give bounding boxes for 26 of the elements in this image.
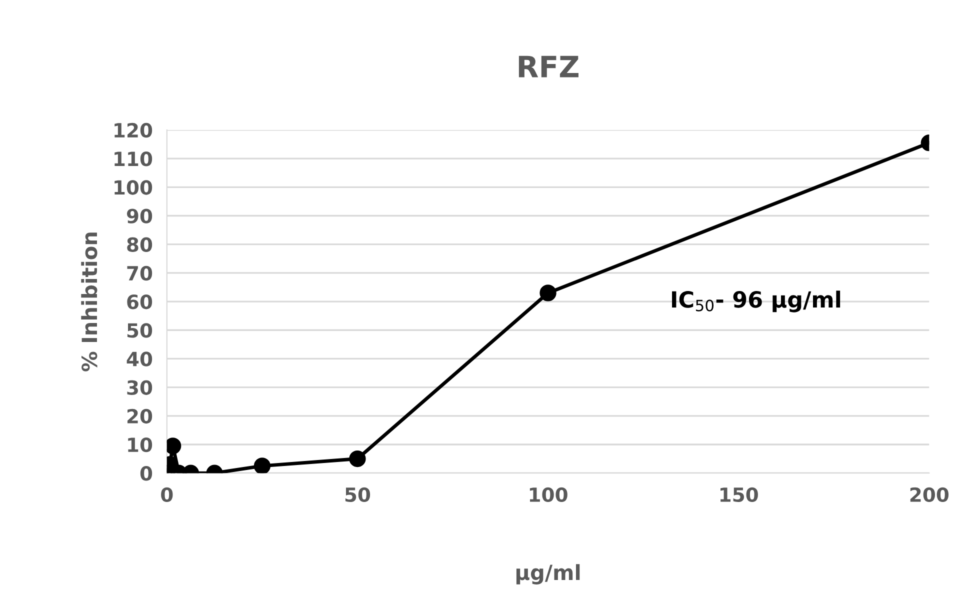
x-axis-title: μg/ml — [516, 564, 580, 584]
x-tick-label: 0 — [161, 487, 173, 502]
y-tick-label: 30 — [127, 380, 152, 395]
y-tick-label: 50 — [127, 323, 152, 338]
x-tick-label: 100 — [530, 487, 568, 502]
y-tick-label: 20 — [127, 408, 152, 424]
point — [254, 458, 271, 474]
x-tick-label: 200 — [910, 487, 949, 502]
y-tick-label: 0 — [140, 466, 152, 481]
chart-title: RFZ — [518, 56, 578, 78]
point — [349, 450, 366, 468]
y-tick-label: 70 — [127, 266, 152, 281]
y-tick-label: 100 — [114, 180, 152, 195]
y-tick-label: 40 — [126, 352, 152, 366]
y-axis-title: % Inhibition — [81, 232, 98, 372]
y-tick-label: 80 — [127, 237, 152, 252]
y-tick-label: 60 — [127, 294, 152, 310]
x-tick-label: 50 — [345, 487, 370, 502]
annotation: IC$_{50}$- 96 μg/ml — [672, 290, 840, 312]
y-tick-label: 90 — [126, 208, 152, 224]
y-tick-label: 10 — [128, 437, 152, 452]
point — [166, 438, 182, 454]
point — [540, 284, 556, 302]
y-tick-label: 110 — [114, 152, 152, 166]
x-tick-label: 150 — [720, 487, 758, 502]
y-tick-label: 120 — [114, 122, 152, 138]
